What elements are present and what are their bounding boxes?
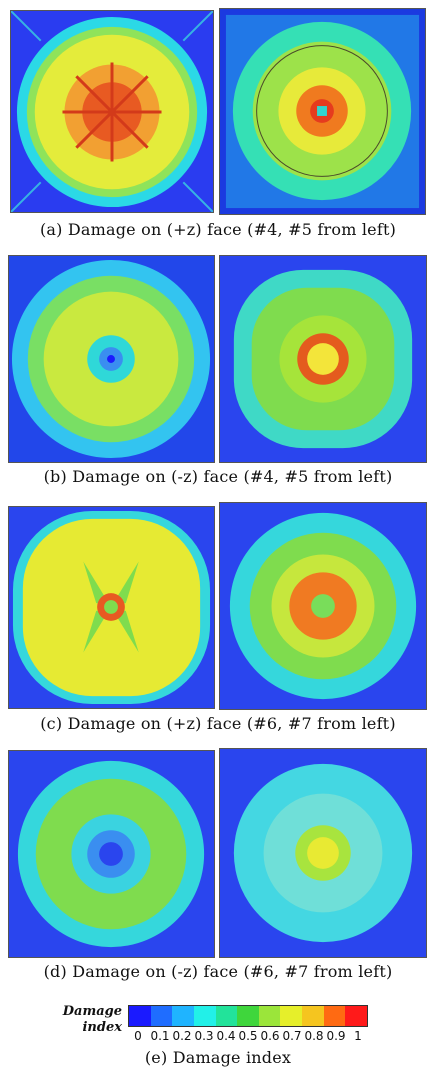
colorbar-segment [258,1006,281,1026]
panel-a-right [219,8,426,215]
colorbar-tick-label: 0.8 [304,1029,324,1043]
panel-c-right [219,502,427,710]
colorbar-tick-label: 0.9 [326,1029,346,1043]
panel-c-left [8,506,215,709]
colorbar-tick-label: 0.1 [150,1029,170,1043]
colorbar-segment [150,1006,173,1026]
colorbar-tick-label: 0.5 [238,1029,258,1043]
colorbar [128,1005,368,1027]
colorbar-tick-label: 1 [354,1029,362,1043]
colorbar-tick-label: 0.3 [194,1029,214,1043]
colorbar-segment [193,1006,216,1026]
panel-d-left [8,750,215,958]
colorbar-tick-label: 0.7 [282,1029,302,1043]
legend-title-line1: Damage [62,1004,122,1019]
caption-a: (a) Damage on (+z) face (#4, #5 from lef… [39,220,397,239]
colorbar-segment [215,1006,238,1026]
colorbar-tick-label: 0.6 [260,1029,280,1043]
colorbar-tick-label: 0.2 [172,1029,192,1043]
caption-d: (d) Damage on (-z) face (#6, #7 from lef… [43,962,393,981]
colorbar-segment [345,1006,368,1026]
colorbar-segment [172,1006,194,1026]
caption-c: (c) Damage on (+z) face (#6, #7 from lef… [40,714,396,733]
colorbar-tick-label: 0.4 [216,1029,236,1043]
panel-b-right [219,255,427,463]
colorbar-segment [302,1006,324,1026]
colorbar-segment [280,1006,303,1026]
panel-a-left [10,10,214,213]
caption-e: (e) Damage index [144,1048,292,1067]
legend-title-line2: index [82,1020,122,1035]
caption-b: (b) Damage on (-z) face (#4, #5 from lef… [43,467,393,486]
panel-b-left [8,255,215,463]
colorbar-segment [129,1006,151,1026]
colorbar-tick-label: 0 [134,1029,142,1043]
colorbar-segment [237,1006,259,1026]
panel-d-right [219,748,427,958]
colorbar-segment [323,1006,346,1026]
legend-title: Damage index [58,1004,122,1036]
